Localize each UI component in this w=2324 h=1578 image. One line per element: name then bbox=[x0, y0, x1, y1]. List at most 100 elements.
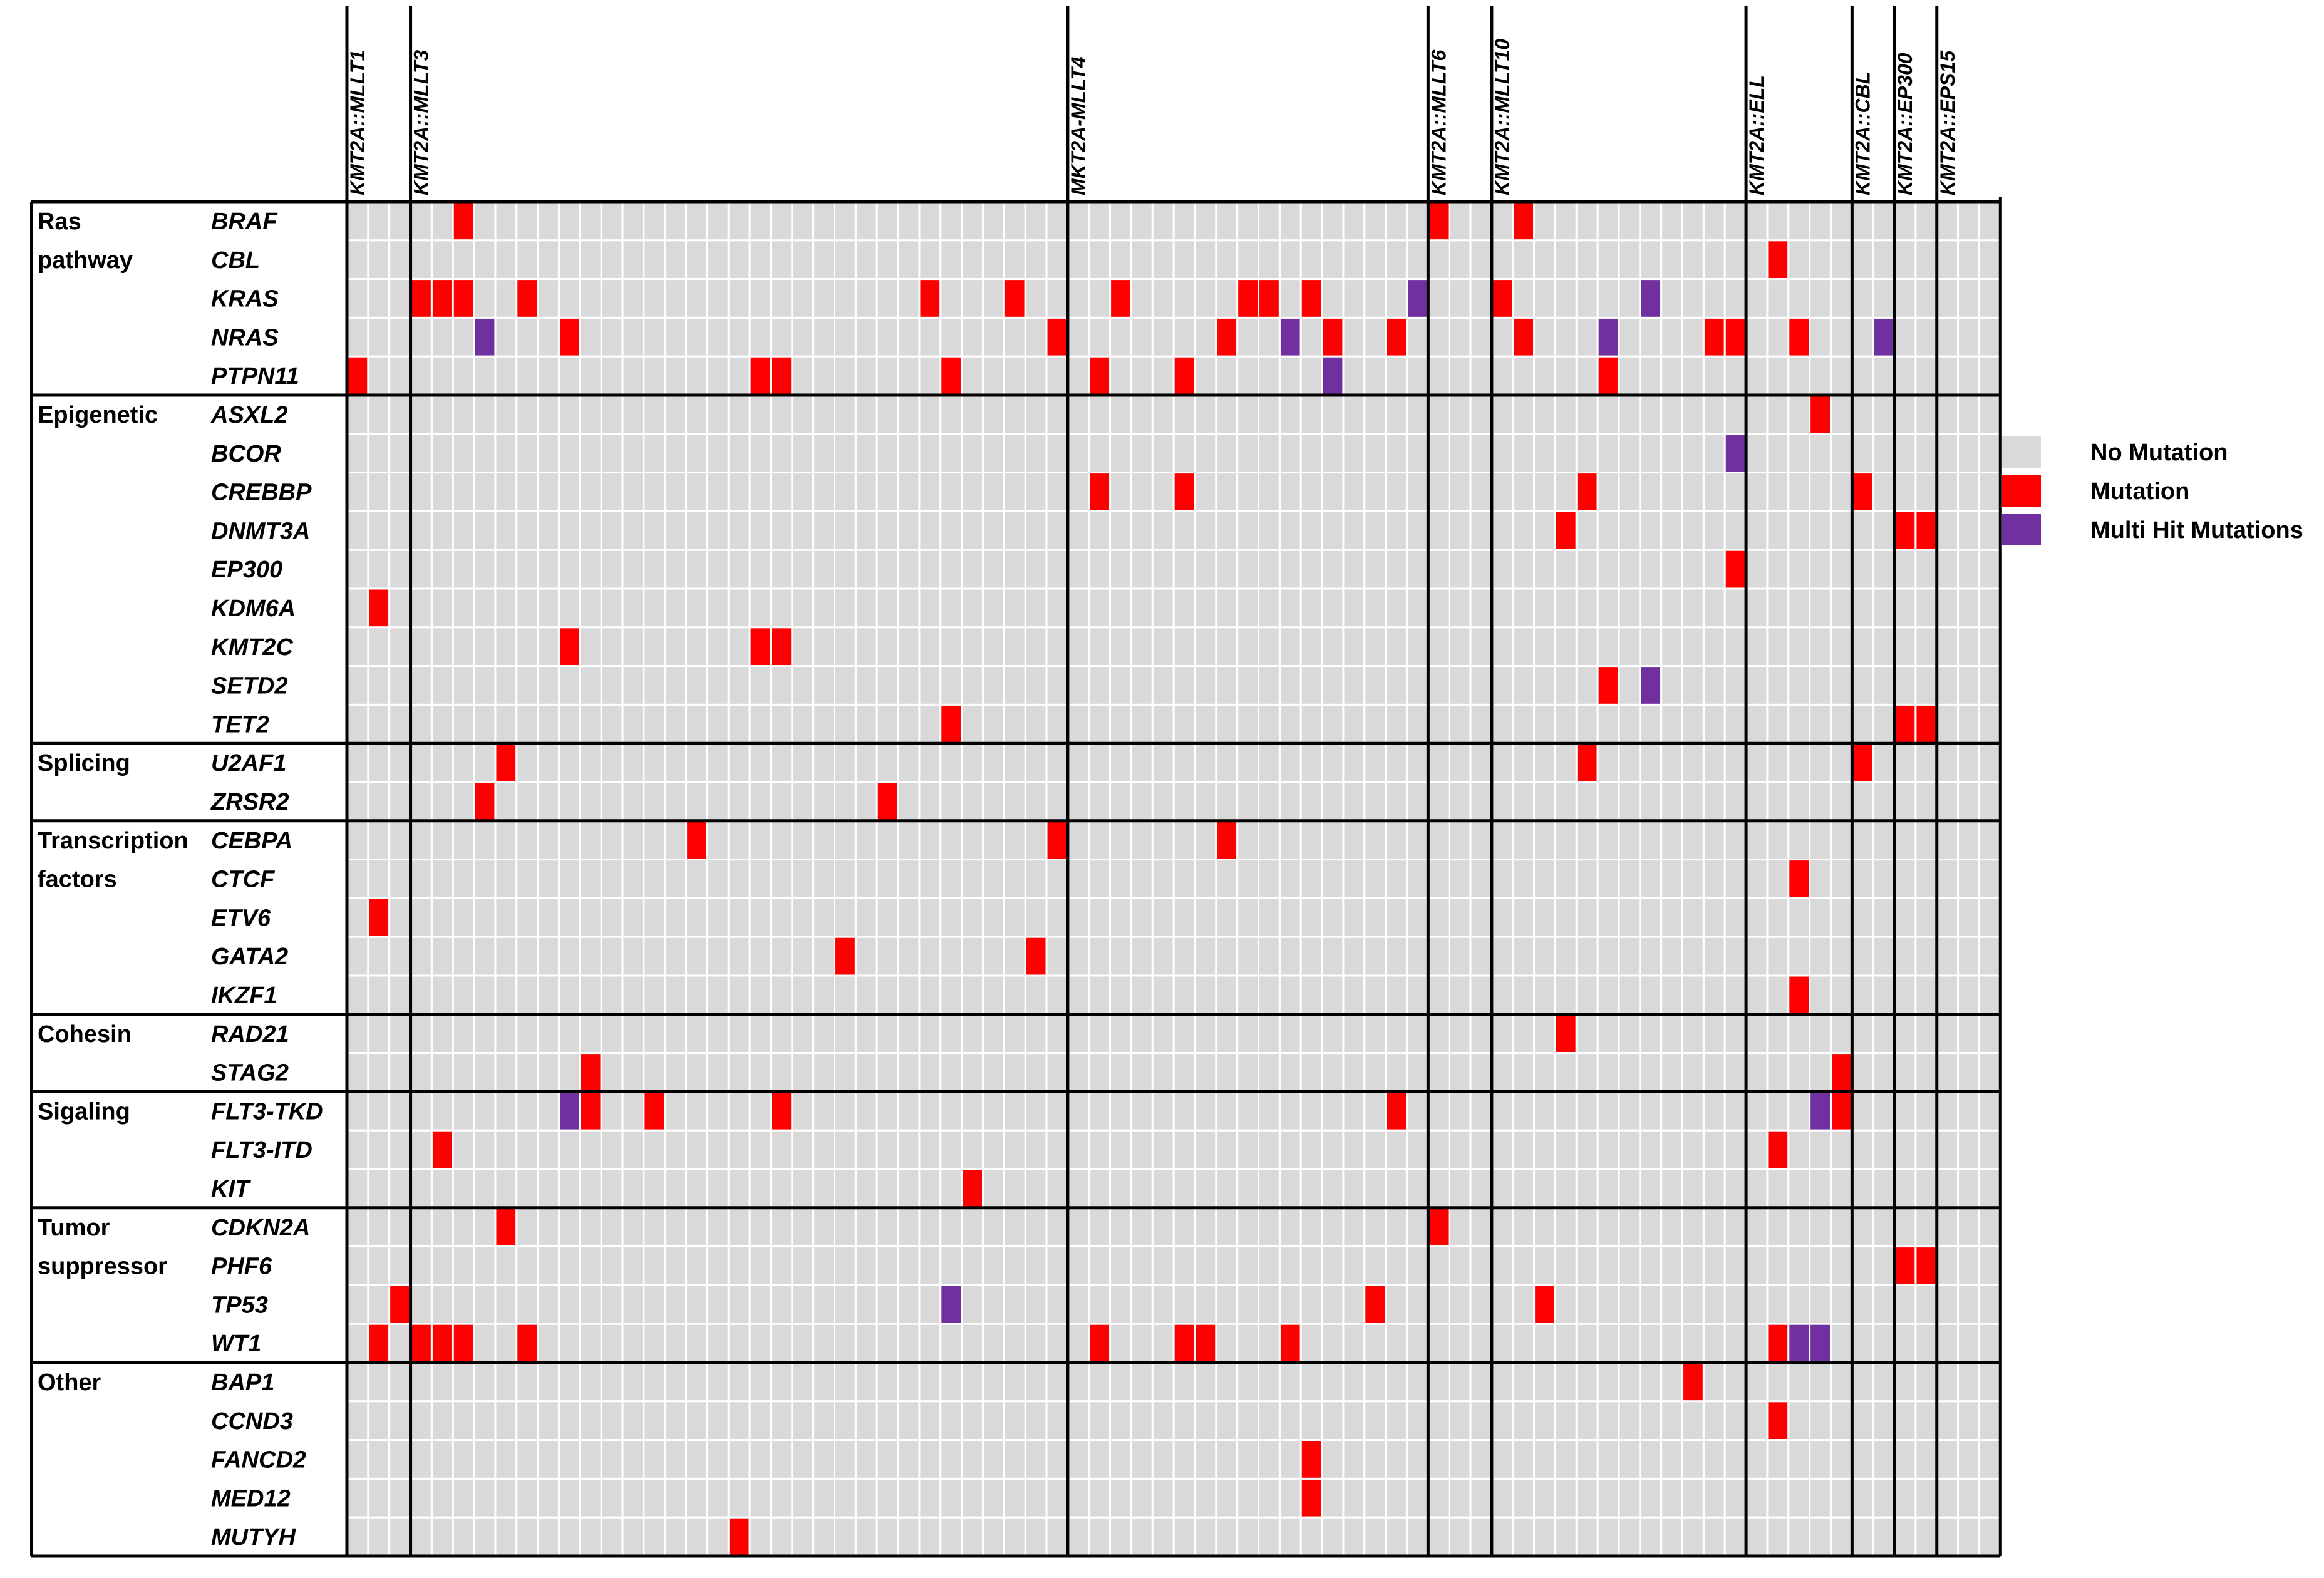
cell-no-mutation bbox=[1236, 1052, 1260, 1093]
cell-no-mutation bbox=[1660, 1477, 1684, 1519]
cell-no-mutation bbox=[367, 1090, 391, 1132]
cell-no-mutation bbox=[727, 1361, 751, 1403]
cell-no-mutation bbox=[1512, 820, 1536, 861]
cell-no-mutation bbox=[1893, 1400, 1917, 1441]
cell-no-mutation bbox=[1236, 1284, 1260, 1325]
cell-no-mutation bbox=[1957, 587, 1980, 629]
cell-no-mutation bbox=[1406, 974, 1429, 1016]
cell-no-mutation bbox=[1809, 820, 1832, 861]
gene-label: ASXL2 bbox=[210, 402, 287, 428]
cell-no-mutation bbox=[1723, 665, 1747, 706]
cell-no-mutation bbox=[494, 1516, 518, 1557]
cell-no-mutation bbox=[430, 549, 454, 590]
cell-no-mutation bbox=[1469, 433, 1493, 474]
cell-no-mutation bbox=[1851, 665, 1874, 706]
cell-no-mutation bbox=[982, 1013, 1005, 1055]
cell-no-mutation bbox=[643, 1207, 666, 1248]
cell-no-mutation bbox=[1554, 897, 1578, 938]
cell-no-mutation bbox=[854, 1207, 878, 1248]
cell-no-mutation bbox=[1151, 1129, 1175, 1170]
cell-no-mutation bbox=[1490, 355, 1514, 396]
cell-no-mutation bbox=[1575, 549, 1599, 590]
cell-no-mutation bbox=[982, 1090, 1005, 1132]
cell-no-mutation bbox=[1893, 278, 1917, 319]
cell-no-mutation bbox=[791, 1129, 815, 1170]
cell-no-mutation bbox=[1512, 1013, 1536, 1055]
cell-no-mutation bbox=[643, 355, 666, 396]
cell-no-mutation bbox=[410, 1245, 433, 1286]
cell-no-mutation bbox=[685, 1013, 708, 1055]
cell-no-mutation bbox=[494, 1477, 518, 1519]
cell-no-mutation bbox=[388, 1516, 412, 1557]
pathway-label: suppressor bbox=[38, 1254, 167, 1280]
cell-no-mutation bbox=[939, 1129, 963, 1170]
cell-no-mutation bbox=[1596, 1516, 1620, 1557]
cell-no-mutation bbox=[1342, 1090, 1366, 1132]
cell-no-mutation bbox=[834, 433, 857, 474]
cell-no-mutation bbox=[727, 316, 751, 358]
cell-no-mutation bbox=[346, 1284, 369, 1325]
cell-no-mutation bbox=[600, 781, 624, 822]
cell-no-mutation bbox=[410, 1400, 433, 1441]
cell-no-mutation bbox=[1130, 936, 1154, 977]
cell-no-mutation bbox=[1469, 1400, 1493, 1441]
cell-no-mutation bbox=[1385, 394, 1408, 435]
gene-label: RAD21 bbox=[211, 1021, 289, 1048]
cell-no-mutation bbox=[961, 549, 984, 590]
cell-no-mutation bbox=[1893, 394, 1917, 435]
cell-no-mutation bbox=[685, 1284, 708, 1325]
cell-no-mutation bbox=[1512, 936, 1536, 977]
cell-no-mutation bbox=[1512, 1516, 1536, 1557]
cell-mutation bbox=[770, 355, 793, 396]
cell-no-mutation bbox=[1130, 665, 1154, 706]
cell-no-mutation bbox=[430, 820, 454, 861]
cell-no-mutation bbox=[1554, 1516, 1578, 1557]
cell-no-mutation bbox=[1448, 1245, 1472, 1286]
cell-no-mutation bbox=[1278, 1245, 1302, 1286]
cell-no-mutation bbox=[1342, 472, 1366, 512]
cell-no-mutation bbox=[1490, 587, 1514, 629]
cell-no-mutation bbox=[537, 1477, 560, 1519]
cell-no-mutation bbox=[1914, 665, 1938, 706]
cell-no-mutation bbox=[558, 703, 581, 745]
cell-no-mutation bbox=[1215, 1090, 1239, 1132]
cell-no-mutation bbox=[1978, 394, 2001, 435]
cell-no-mutation bbox=[1745, 278, 1769, 319]
cell-no-mutation bbox=[1787, 278, 1811, 319]
cell-no-mutation bbox=[770, 1477, 793, 1519]
cell-no-mutation bbox=[1448, 355, 1472, 396]
cell-no-mutation bbox=[1045, 1439, 1069, 1480]
cell-no-mutation bbox=[1109, 433, 1132, 474]
cell-no-mutation bbox=[537, 742, 560, 783]
cell-mutation bbox=[494, 1207, 518, 1248]
cell-no-mutation bbox=[1745, 626, 1769, 668]
cell-no-mutation bbox=[473, 1245, 497, 1286]
cell-no-mutation bbox=[1533, 1207, 1556, 1248]
cell-no-mutation bbox=[1109, 974, 1132, 1016]
cell-no-mutation bbox=[1490, 200, 1514, 242]
cell-no-mutation bbox=[1427, 897, 1450, 938]
cell-no-mutation bbox=[1702, 1168, 1726, 1209]
fusion-labels: KMT2A::MLLT1 KMT2A::MLLT3 MKT2A-MLLT4 KMT2A… bbox=[346, 39, 1959, 195]
cell-no-mutation bbox=[1151, 239, 1175, 281]
cell-no-mutation bbox=[1342, 1477, 1366, 1519]
cell-no-mutation bbox=[1723, 781, 1747, 822]
cell-no-mutation bbox=[812, 355, 836, 396]
cell-no-mutation bbox=[579, 1361, 602, 1403]
cell-no-mutation bbox=[1787, 1052, 1811, 1093]
cell-no-mutation bbox=[346, 859, 369, 899]
cell-no-mutation bbox=[367, 1207, 391, 1248]
cell-no-mutation bbox=[1681, 781, 1705, 822]
cell-mutation bbox=[939, 703, 963, 745]
cell-no-mutation bbox=[1978, 1207, 2001, 1248]
cell-no-mutation bbox=[1618, 936, 1641, 977]
cell-no-mutation bbox=[1702, 549, 1726, 590]
cell-no-mutation bbox=[812, 587, 836, 629]
cell-no-mutation bbox=[1702, 703, 1726, 745]
cell-no-mutation bbox=[727, 278, 751, 319]
cell-no-mutation bbox=[1957, 1439, 1980, 1480]
cell-no-mutation bbox=[1130, 742, 1154, 783]
cell-no-mutation bbox=[961, 974, 984, 1016]
cell-no-mutation bbox=[494, 1013, 518, 1055]
cell-no-mutation bbox=[918, 859, 942, 899]
